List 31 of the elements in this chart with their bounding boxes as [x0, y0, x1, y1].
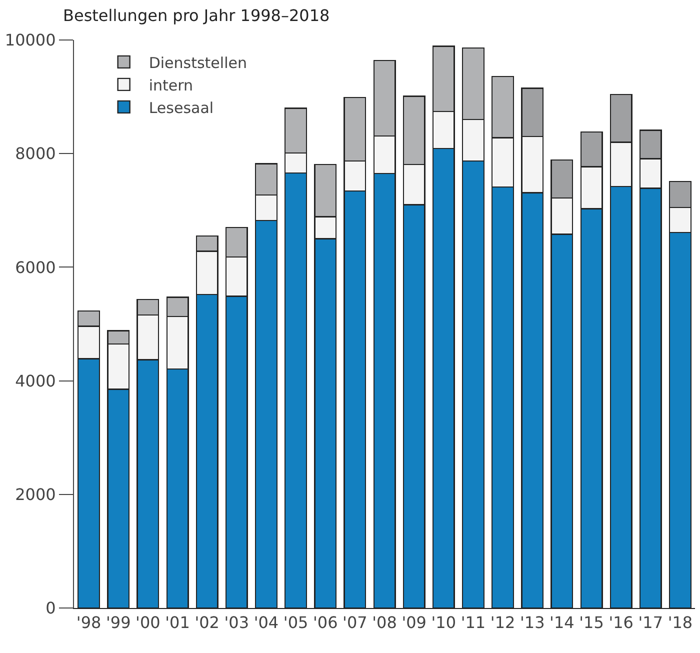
x-tick-label: '12 [490, 613, 516, 632]
x-tick-label: '04 [254, 613, 279, 632]
legend-label: Dienststellen [148, 54, 247, 72]
x-tick-label: '08 [372, 613, 397, 632]
x-tick-label: '10 [431, 613, 456, 632]
y-tick-label: 4000 [15, 371, 56, 390]
x-tick-label: '01 [165, 613, 190, 632]
x-tick-label: '11 [460, 613, 486, 632]
x-tick-label: '98 [76, 613, 102, 632]
x-tick-label: '18 [668, 613, 693, 632]
legend-label: intern [148, 76, 194, 94]
x-tick-label: '00 [136, 613, 160, 632]
chart-title: Bestellungen pro Jahr 1998–2018 [63, 6, 330, 25]
x-tick-label: '06 [312, 613, 338, 632]
x-tick-label: '16 [608, 613, 634, 632]
x-tick-label: '99 [106, 613, 131, 632]
x-tick-label: '02 [194, 613, 220, 632]
y-tick-label: 10000 [4, 30, 56, 50]
x-tick-label: '13 [520, 613, 545, 632]
y-tick-label: 0 [46, 598, 56, 618]
legend-label: Lesesaal [148, 98, 214, 117]
y-tick-label: 2000 [15, 485, 56, 504]
x-tick-label: '09 [402, 613, 426, 632]
y-tick-label: 8000 [15, 144, 56, 164]
x-tick-label: '05 [283, 613, 308, 632]
x-tick-label: '17 [638, 613, 664, 632]
y-tick-label: 6000 [15, 258, 56, 277]
x-tick-label: '07 [342, 613, 368, 632]
x-tick-label: '14 [550, 613, 574, 632]
x-tick-label: '15 [579, 613, 604, 632]
x-tick-label: '03 [224, 613, 250, 632]
